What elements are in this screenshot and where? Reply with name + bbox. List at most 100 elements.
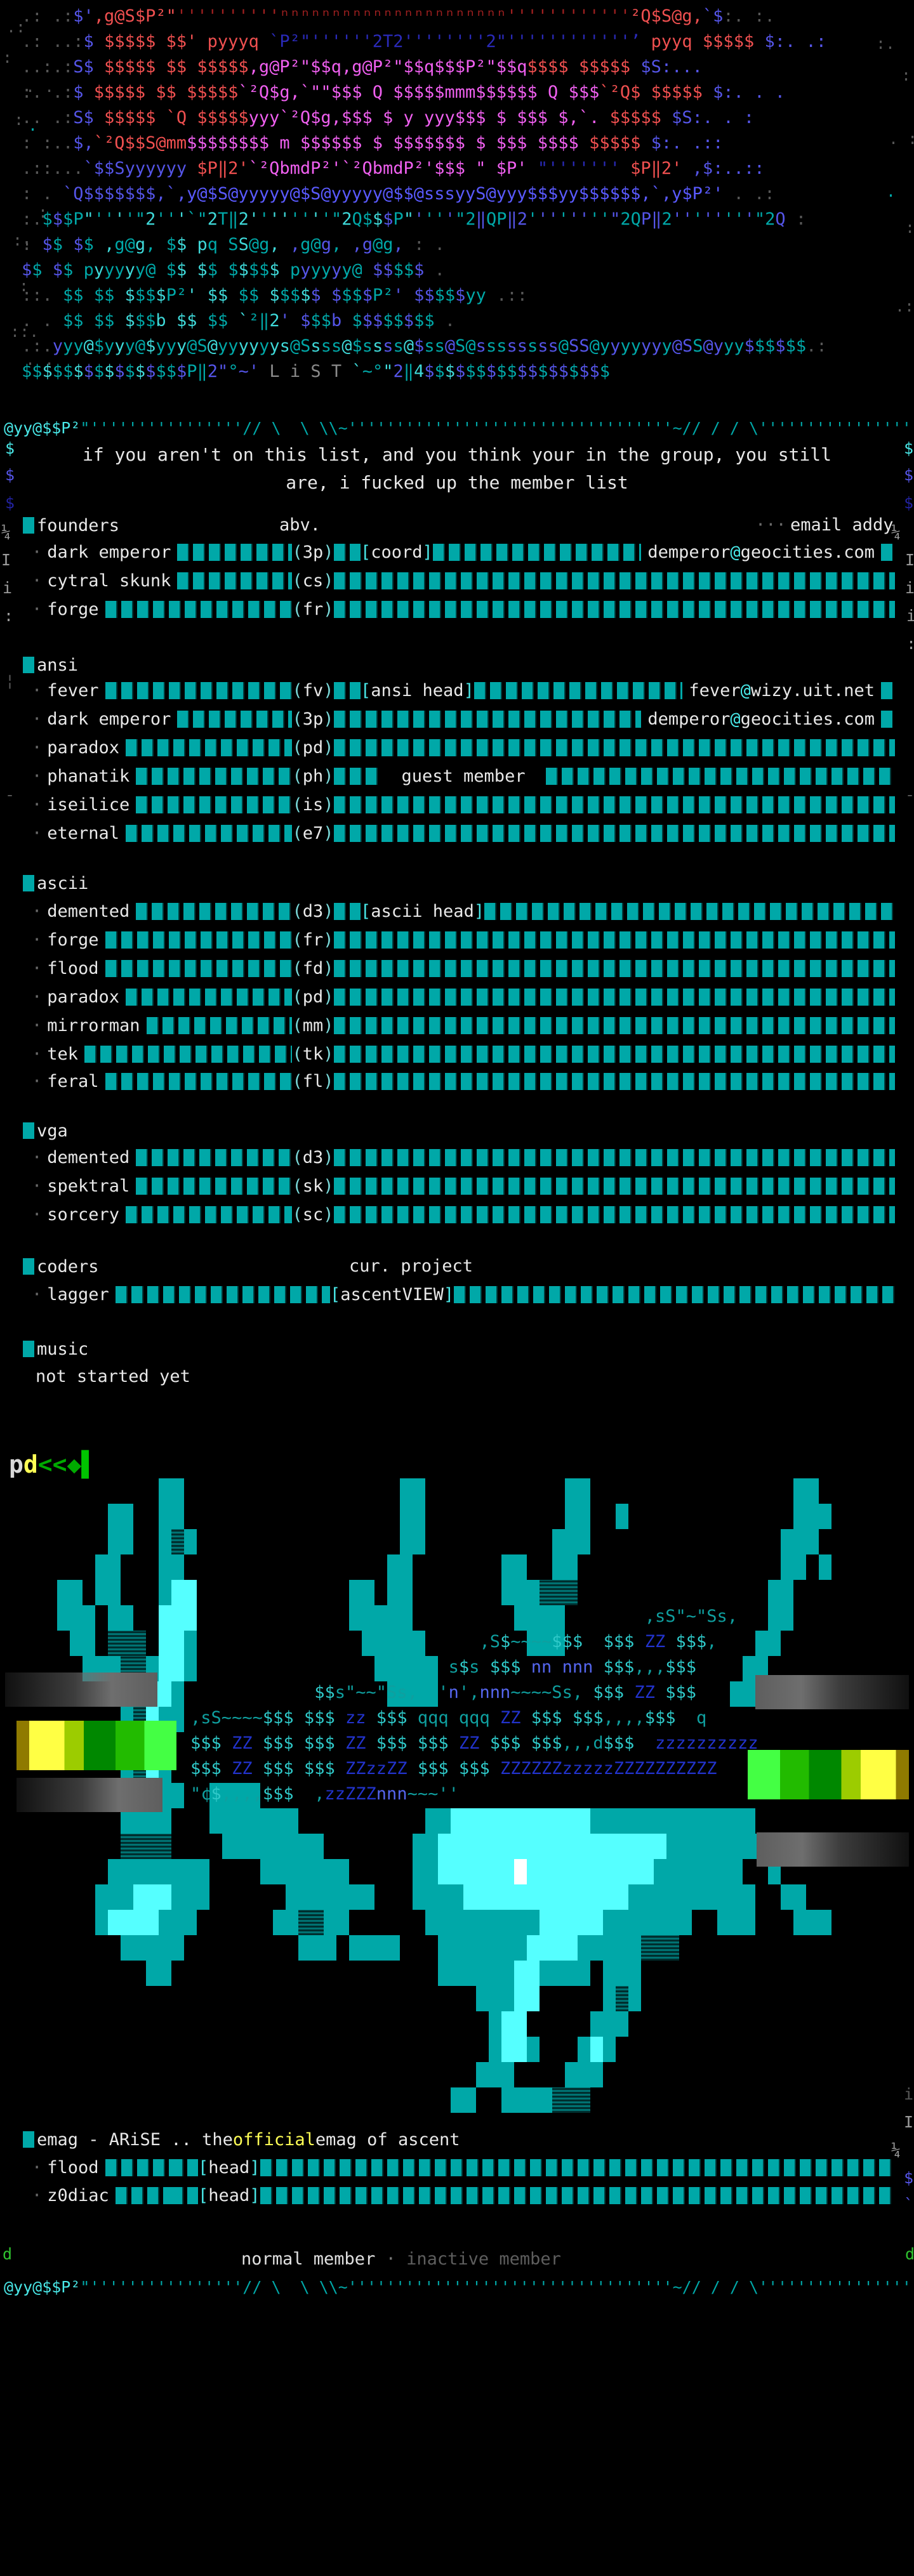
rail-glyph: :: [3, 48, 13, 67]
art-pixel-run: [133, 1884, 171, 1910]
textart-glyph: ,: [706, 1632, 717, 1652]
logo-segment: : :..: [22, 133, 74, 153]
textart-glyph: [449, 1733, 459, 1753]
logo-segment: . .:: [723, 184, 775, 204]
textart-glyph: [634, 1632, 644, 1652]
logo-glyph: y: [63, 336, 74, 356]
textart-glyph: [387, 1657, 397, 1677]
logo-glyph: @: [341, 336, 352, 356]
rail-glyph: ·: [886, 187, 896, 205]
abv-code: fd: [302, 958, 324, 978]
logo-glyph: $: [124, 311, 135, 331]
logo-glyph: $: [93, 336, 105, 356]
art-pixel-run: [603, 2037, 616, 2062]
textart-glyph: [211, 1657, 222, 1677]
art-pixel-run: [578, 2037, 590, 2062]
logo-glyph: $: [393, 260, 404, 280]
abv-paren: (: [292, 930, 303, 950]
logo-glyph: @: [703, 336, 713, 356]
abv-paren: (: [292, 1044, 303, 1064]
textart-glyph: [294, 1632, 304, 1652]
member-bar: [334, 1072, 895, 1090]
logo-segment: $: [83, 32, 94, 51]
member-left: · paradox: [32, 738, 292, 758]
logo-glyph: ‖: [259, 311, 270, 331]
textart-glyph: ,: [644, 1607, 655, 1626]
member-minibar: [334, 767, 381, 785]
textart-glyph: q: [417, 1708, 428, 1728]
textart-glyph: [407, 1607, 418, 1626]
logo-glyph: y: [713, 336, 724, 356]
member-right: [334, 572, 895, 589]
logo-glyph: $: [527, 362, 538, 381]
textart-glyph: Z: [510, 1708, 521, 1728]
logo-glyph: ": [83, 209, 94, 229]
member-abv: (fv): [292, 681, 334, 700]
logo-glyph: [290, 311, 300, 331]
textart-glyph: ': [438, 1683, 449, 1702]
logo-glyph: $: [42, 235, 53, 254]
textart-glyph: [521, 1657, 531, 1677]
member-right: [334, 931, 895, 949]
member-right: guest member: [334, 766, 895, 786]
logo-glyph: 2: [207, 362, 218, 381]
member-name: forge: [47, 599, 99, 619]
textart-glyph: S: [387, 1683, 397, 1702]
logo-glyph: y: [724, 336, 734, 356]
logo-glyph: $: [93, 286, 105, 305]
rail-glyph: :: [38, 203, 48, 221]
logo-glyph: $: [444, 286, 456, 305]
textart-glyph: ": [675, 1607, 686, 1626]
textart-glyph: $: [675, 1683, 686, 1702]
textart-glyph: [273, 1607, 283, 1626]
textart-glyph: [490, 1708, 500, 1728]
textart-glyph: [263, 1607, 273, 1626]
logo-glyph: ': [156, 209, 166, 229]
textart-glyph: $: [283, 1733, 294, 1753]
art-pixel-run: [171, 1529, 184, 1554]
logo-glyph: y: [218, 336, 228, 356]
textart-glyph: $: [273, 1784, 284, 1804]
art-pixel-run: [171, 1884, 209, 1910]
logo-glyph: $: [104, 362, 115, 381]
section-title-label: coders: [37, 1256, 99, 1277]
logo-glyph: y: [269, 336, 280, 356]
textart-glyph: [521, 1733, 531, 1753]
art-pixel-run: [171, 1580, 197, 1605]
textart-glyph: $: [541, 1733, 552, 1753]
logo-glyph: $: [765, 336, 776, 356]
logo-glyph: @: [589, 336, 600, 356]
logo-glyph: ': [734, 209, 745, 229]
textart-glyph: [479, 1657, 489, 1677]
textart-glyph: [407, 1733, 418, 1753]
rail-glyph: i: [904, 2085, 914, 2103]
section-title-ascii: ascii: [23, 873, 88, 893]
textart-glyph: $: [387, 1733, 397, 1753]
textart-glyph: [428, 1607, 438, 1626]
art-pixel-run: [514, 1961, 540, 1986]
textart-glyph: [449, 1632, 459, 1652]
abv-code: d3: [302, 1147, 324, 1167]
logo-glyph: g: [135, 235, 146, 254]
textart-glyph: $: [593, 1708, 604, 1728]
logo-segment: `P²"''''''2T2''''''''2"''''''''''''’: [269, 32, 641, 51]
logo-segment: $$$$$: [599, 108, 672, 128]
textart-glyph: [190, 1683, 201, 1702]
abv-paren: ): [323, 1147, 334, 1167]
logo-glyph: $: [124, 362, 135, 381]
legend-normal: normal member: [241, 2249, 376, 2269]
textart-glyph: $: [397, 1733, 407, 1753]
logo-glyph: [94, 235, 104, 254]
tag-text: ascentVIEW: [340, 1284, 444, 1304]
textart-glyph: ,: [603, 1708, 614, 1728]
art-pixel-run: [121, 1935, 184, 1961]
rail-glyph: ¦: [5, 671, 15, 690]
member-tag: [ascentVIEW]: [330, 1285, 454, 1304]
member-end-block: [881, 681, 892, 699]
decor-bar-right-gray-bottom: [757, 1832, 909, 1867]
logo-glyph: ‖: [228, 209, 239, 229]
abv-paren: ): [323, 766, 334, 786]
tag-bracket: [: [198, 2157, 209, 2178]
textart-line: ,S$~~~~$$$ $$$ ZZ $$$,: [190, 1629, 758, 1655]
